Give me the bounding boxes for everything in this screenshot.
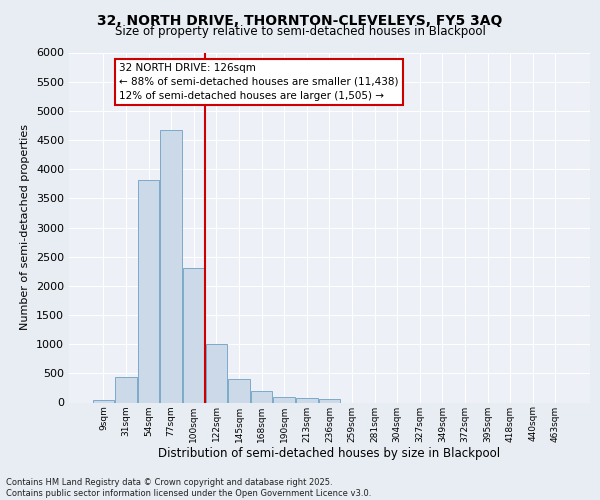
Bar bbox=[115, 377, 137, 402]
Bar bbox=[206, 344, 227, 403]
Bar bbox=[138, 180, 160, 402]
Bar bbox=[274, 397, 295, 402]
Bar bbox=[296, 398, 317, 402]
Bar bbox=[183, 268, 205, 402]
Y-axis label: Number of semi-detached properties: Number of semi-detached properties bbox=[20, 124, 31, 330]
Text: 32 NORTH DRIVE: 126sqm
← 88% of semi-detached houses are smaller (11,438)
12% of: 32 NORTH DRIVE: 126sqm ← 88% of semi-det… bbox=[119, 63, 399, 101]
Bar bbox=[319, 400, 340, 402]
Bar bbox=[160, 130, 182, 402]
Text: Contains HM Land Registry data © Crown copyright and database right 2025.
Contai: Contains HM Land Registry data © Crown c… bbox=[6, 478, 371, 498]
Bar bbox=[251, 391, 272, 402]
Bar bbox=[228, 379, 250, 402]
X-axis label: Distribution of semi-detached houses by size in Blackpool: Distribution of semi-detached houses by … bbox=[158, 447, 500, 460]
Bar bbox=[92, 400, 114, 402]
Text: Size of property relative to semi-detached houses in Blackpool: Size of property relative to semi-detach… bbox=[115, 25, 485, 38]
Text: 32, NORTH DRIVE, THORNTON-CLEVELEYS, FY5 3AQ: 32, NORTH DRIVE, THORNTON-CLEVELEYS, FY5… bbox=[97, 14, 503, 28]
